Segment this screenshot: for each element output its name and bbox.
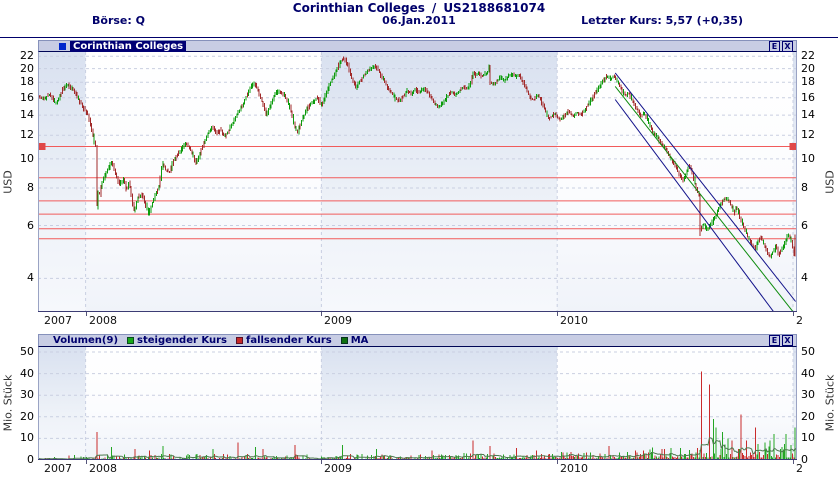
close-icon[interactable]: X (782, 335, 793, 346)
quote-date: 06.Jan.2011 (382, 14, 456, 27)
level-line-handle[interactable] (789, 143, 797, 150)
volume-axis-tick-label: 30 (801, 388, 815, 401)
price-axis-tick-label: 10 (20, 152, 34, 165)
year-tick (86, 312, 87, 316)
price-axis-tick-label: 6 (27, 219, 34, 232)
year-tick (321, 312, 322, 316)
year-label: 2007 (44, 314, 72, 327)
instrument-name: Corinthian Colleges (292, 1, 425, 15)
price-axis-tick-label: 22 (801, 49, 815, 62)
price-axis-tick-label: 18 (801, 75, 815, 88)
legend-label: MA (350, 335, 369, 346)
price-axis-tick-label: 12 (20, 128, 34, 141)
price-axis-tick-label: 8 (801, 181, 808, 194)
year-label: 2007 (44, 462, 72, 475)
year-tick (793, 312, 794, 316)
volume-axis-tick-label: 0 (801, 453, 808, 466)
price-axis-tick-label: 4 (27, 271, 34, 284)
series-marker-icon (59, 42, 66, 50)
volume-panel-title: Volumen(9) (53, 335, 119, 346)
year-label: 2 (796, 314, 803, 327)
price-axis-tick-label: 16 (20, 91, 34, 104)
year-tick (557, 312, 558, 316)
volume-chart-plot[interactable] (38, 347, 797, 460)
legend-color-icon (127, 337, 135, 344)
price-chart-plot[interactable] (38, 52, 797, 312)
volume-axis-tick-label: 10 (20, 431, 34, 444)
volume-axis-tick-label: 40 (20, 367, 34, 380)
volume-legend: steigender Kurs fallsender Kurs MA (118, 335, 368, 346)
price-axis-tick-label: 14 (20, 108, 34, 121)
price-axis-tick-label: 10 (801, 152, 815, 165)
price-axis-tick-label: 14 (801, 108, 815, 121)
title-separator: / (431, 1, 437, 15)
volume-axis-tick-label: 30 (20, 388, 34, 401)
price-axis-tick-label: 20 (801, 62, 815, 75)
year-tick (86, 460, 87, 464)
legend-item: steigender Kurs (127, 335, 227, 346)
year-tick (793, 460, 794, 464)
volume-panel-titlebar: Volumen(9) steigender Kurs fallsender Kur… (38, 334, 797, 347)
header-divider (0, 37, 838, 38)
price-axis-tick-label: 6 (801, 219, 808, 232)
legend-color-icon (235, 337, 243, 344)
price-panel-buttons: E X (769, 40, 793, 52)
year-tick (557, 460, 558, 464)
year-label: 2009 (324, 462, 352, 475)
volume-axis-tick-label: 40 (801, 367, 815, 380)
legend-label: fallsender Kurs (245, 335, 332, 346)
volume-panel-buttons: E X (769, 335, 793, 346)
price-axis-tick-label: 4 (801, 271, 808, 284)
legend-label: steigender Kurs (137, 335, 227, 346)
volume-axis-tick-label: 50 (801, 345, 815, 358)
instrument-isin: US2188681074 (443, 1, 546, 15)
expand-button[interactable]: E (769, 335, 780, 346)
last-price-label: Letzter Kurs: 5,57 (+0,35) (581, 14, 743, 27)
volume-axis-tick-label: 10 (801, 431, 815, 444)
year-label: 2010 (560, 314, 588, 327)
volume-ma-line (38, 437, 797, 460)
price-panel-titlebar: Corinthian Colleges E X (38, 40, 797, 52)
year-label: 2010 (560, 462, 588, 475)
year-tick (321, 460, 322, 464)
year-label: 2008 (89, 314, 117, 327)
price-axis-tick-label: 16 (801, 91, 815, 104)
price-axis-tick-label: 12 (801, 128, 815, 141)
year-label: 2 (796, 462, 803, 475)
volume-axis-tick-label: 20 (20, 410, 34, 423)
close-icon[interactable]: X (782, 40, 793, 52)
year-label: 2008 (89, 462, 117, 475)
volume-axis-tick-label: 0 (27, 453, 34, 466)
price-panel-title[interactable]: Corinthian Colleges (70, 40, 187, 52)
instrument-title: Corinthian Colleges / US2188681074 (0, 1, 838, 15)
year-label: 2009 (324, 314, 352, 327)
expand-button[interactable]: E (769, 40, 780, 52)
level-line-handle[interactable] (38, 143, 46, 150)
volume-axis-tick-label: 50 (20, 345, 34, 358)
legend-item: fallsender Kurs (235, 335, 332, 346)
volume-axis-tick-label: 20 (801, 410, 815, 423)
price-axis-tick-label: 18 (20, 75, 34, 88)
price-axis-tick-label: 20 (20, 62, 34, 75)
price-axis-tick-label: 22 (20, 49, 34, 62)
legend-color-icon (340, 337, 348, 344)
price-axis-tick-label: 8 (27, 181, 34, 194)
legend-item: MA (340, 335, 369, 346)
trend-channel (614, 72, 796, 312)
exchange-label: Börse: Q (92, 14, 145, 27)
